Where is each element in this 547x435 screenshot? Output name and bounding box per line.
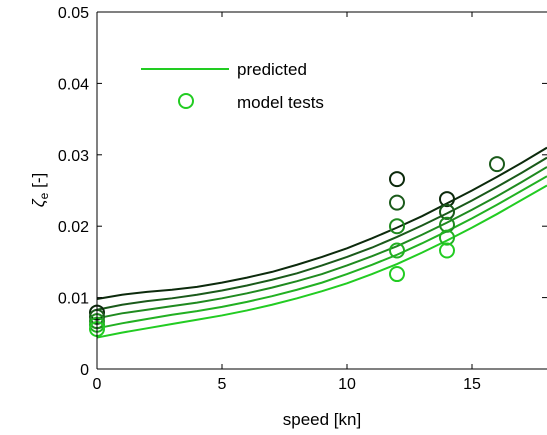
legend-label-model-tests: model tests (237, 93, 324, 112)
model-test-point-12 (439, 203, 455, 220)
x-tick-label: 5 (218, 376, 227, 393)
predicted-line-1 (96, 146, 547, 301)
y-axis-label-unit: [-] (29, 173, 48, 193)
model-test-point-11 (439, 191, 455, 208)
model-test-point-13 (439, 216, 455, 233)
y-axis-label: ζe [-] (29, 173, 51, 207)
y-axis-label-symbol: ζ (29, 198, 48, 207)
predicted-line-3 (96, 166, 547, 320)
x-ticks: 0 5 10 15 (93, 12, 481, 393)
x-tick-label: 0 (93, 376, 102, 393)
x-tick-label: 15 (463, 376, 481, 393)
legend-marker-swatch (178, 93, 194, 109)
predicted-line-4 (96, 175, 547, 330)
model-test-point-7 (389, 194, 405, 211)
legend-label-predicted: predicted (237, 60, 307, 79)
model-test-markers (89, 156, 505, 338)
model-test-point-8 (389, 218, 405, 235)
predicted-line-2 (96, 156, 547, 311)
model-test-point-10 (389, 266, 405, 283)
y-axis-label-subscript: e (37, 192, 51, 199)
model-test-point-9 (389, 242, 405, 259)
predicted-line-5 (96, 184, 547, 339)
model-test-point-6 (389, 171, 405, 188)
predicted-curves (96, 146, 547, 339)
y-tick-label: 0.04 (58, 76, 89, 93)
model-test-point-16 (489, 156, 505, 173)
model-test-point-15 (439, 242, 455, 259)
y-ticks: 0 0.01 0.02 0.03 0.04 0.05 (58, 5, 547, 379)
legend: predicted model tests (141, 60, 324, 112)
y-tick-label: 0.03 (58, 148, 89, 165)
y-tick-label: 0.02 (58, 219, 89, 236)
y-tick-label: 0 (80, 362, 89, 379)
x-tick-label: 10 (338, 376, 356, 393)
x-axis-label: speed [kn] (283, 410, 361, 429)
y-tick-label: 0.01 (58, 291, 89, 308)
y-tick-label: 0.05 (58, 5, 89, 22)
model-test-point-14 (439, 229, 455, 246)
